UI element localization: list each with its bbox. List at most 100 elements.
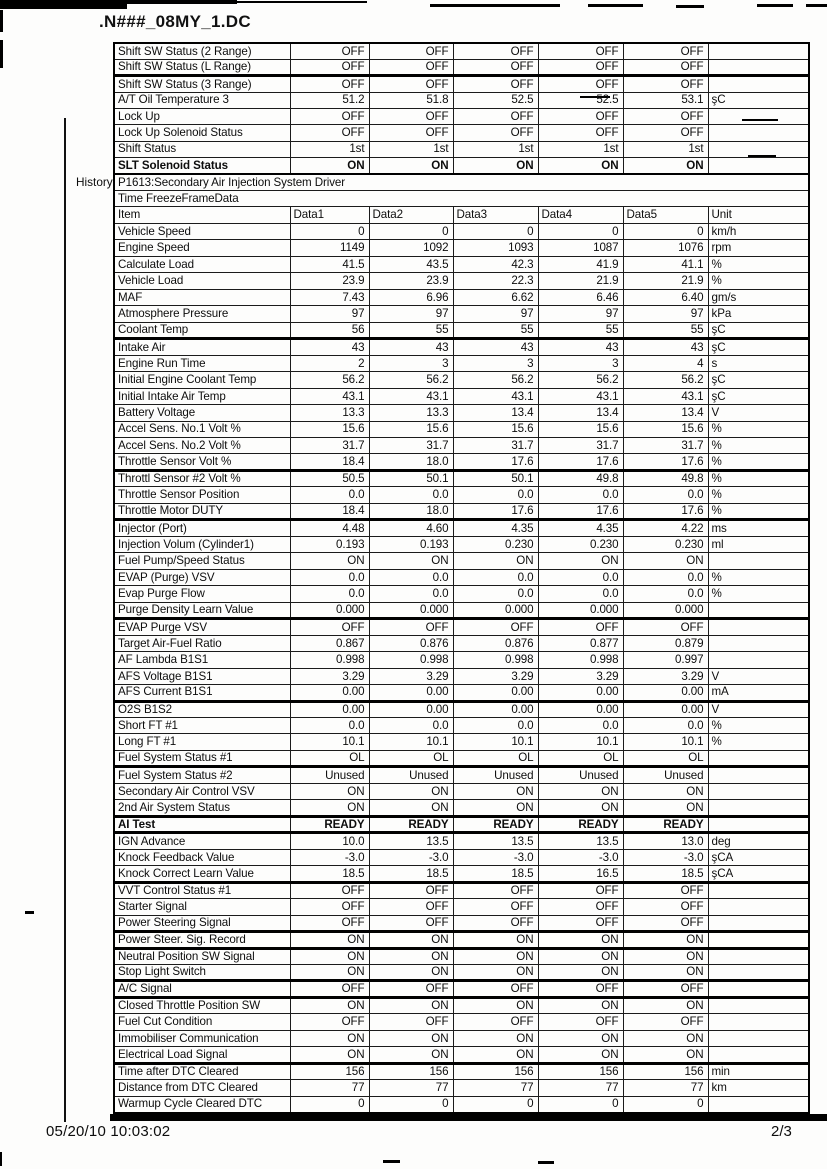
item-label: A/T Oil Temperature 3 [113, 91, 291, 109]
table-row: Atmosphere Pressure 97 97 97 97 97 kPa [113, 305, 810, 323]
data-value-cell: ON [289, 946, 370, 966]
history-section-label: History [76, 175, 113, 189]
data-value-cell: ON [537, 156, 624, 175]
item-label: Fuel System Status #1 [113, 749, 291, 768]
data-value-cell: 0.0 [622, 486, 709, 504]
data-value-cell: 0.0 [537, 716, 624, 735]
data-value-cell: -3.0 [289, 848, 370, 867]
data-value-cell: 0 [368, 222, 454, 241]
unit-cell [707, 1095, 810, 1114]
unit-cell [707, 979, 810, 998]
data-value-cell: 156 [537, 1061, 624, 1081]
unit-cell [707, 963, 810, 982]
data-value-cell: 0.193 [368, 535, 454, 554]
data-value-cell: OFF [622, 617, 709, 636]
item-label: O2S B1S2 [113, 699, 291, 718]
data-value-cell: ON [622, 946, 709, 966]
data-value-cell: 77 [622, 1079, 709, 1097]
data-value-cell: OFF [368, 58, 454, 77]
item-label: Immobiliser Communication [113, 1029, 291, 1048]
data-value-cell: 13.5 [452, 831, 539, 850]
data-value-cell: OFF [289, 898, 370, 916]
data-value-cell: ON [289, 930, 370, 949]
column-header: Data4 [537, 206, 624, 224]
unit-cell: km/h [707, 222, 810, 241]
item-label: Knock Feedback Value [113, 848, 291, 867]
data-value-cell: OFF [452, 58, 539, 77]
data-value-cell: 0.000 [368, 601, 454, 620]
data-value-cell: READY [368, 814, 454, 834]
data-value-cell: 4 [622, 354, 709, 373]
data-value-cell: ON [368, 782, 454, 801]
data-value-cell: 43 [452, 337, 539, 356]
data-value-cell: ON [368, 963, 454, 982]
data-value-cell: ON [622, 930, 709, 949]
data-value-cell: 21.9 [537, 272, 624, 290]
data-value-cell: 15.6 [452, 420, 539, 439]
data-value-cell: 0.0 [452, 486, 539, 504]
data-value-cell: OL [368, 749, 454, 768]
column-header: Item [113, 206, 291, 224]
data-value-cell: 0 [622, 222, 709, 241]
unit-cell: ms [707, 518, 810, 537]
data-value-cell: 1st [622, 140, 709, 158]
item-label: Shift Status [113, 140, 291, 158]
data-value-cell: 18.4 [289, 453, 370, 471]
data-value-cell: 1st [368, 140, 454, 158]
unit-cell [707, 156, 810, 175]
table-row: Fuel System Status #1 OL OL OL OL OL [113, 749, 810, 768]
data-value-cell: ON [368, 552, 454, 570]
unit-cell [707, 880, 810, 900]
item-label: Accel Sens. No.1 Volt % [113, 420, 291, 439]
item-label: Accel Sens. No.2 Volt % [113, 436, 291, 455]
data-value-cell: ON [622, 799, 709, 817]
item-label: Throttle Sensor Volt % [113, 453, 291, 471]
data-value-cell: 13.5 [537, 831, 624, 850]
data-value-cell: 43 [289, 337, 370, 356]
data-value-cell: OFF [368, 124, 454, 142]
data-value-cell: OFF [368, 880, 454, 900]
scan-artifact [757, 4, 793, 7]
data-value-cell: 0.000 [537, 601, 624, 620]
data-value-cell: OFF [537, 42, 624, 60]
dtc-description-row: P1613:Secondary Air Injection System Dri… [113, 173, 810, 191]
data-value-cell: OFF [289, 74, 370, 93]
data-value-cell: 56.2 [452, 371, 539, 389]
data-value-cell: 55 [537, 321, 624, 340]
table-row: EVAP Purge VSV OFF OFF OFF OFF OFF [113, 617, 810, 636]
data-value-cell: OFF [622, 124, 709, 142]
data-value-cell: 43 [368, 337, 454, 356]
data-value-cell: 0.998 [289, 651, 370, 669]
data-value-cell: 97 [289, 305, 370, 323]
data-value-cell: ON [452, 782, 539, 801]
data-value-cell: 1093 [452, 239, 539, 257]
data-value-cell: 0.0 [289, 486, 370, 504]
data-value-cell: 1st [537, 140, 624, 158]
data-value-cell: ON [452, 799, 539, 817]
data-value-cell: 13.4 [452, 404, 539, 422]
data-value-cell: OFF [537, 58, 624, 77]
data-value-cell: 0.0 [452, 568, 539, 587]
table-row: Initial Engine Coolant Temp 56.2 56.2 56.2 5… [113, 371, 810, 389]
table-row: Vehicle Load 23.9 23.9 22.3 21.9 21.9% [113, 272, 810, 290]
data-value-cell: 6.40 [622, 288, 709, 307]
scan-artifact [235, 1, 367, 3]
table-row: Neutral Position SW Signal ON ON ON ON ON [113, 946, 810, 966]
data-value-cell: 15.6 [537, 420, 624, 439]
data-value-cell: ON [289, 156, 370, 175]
item-label: Closed Throttle Position SW [113, 995, 291, 1015]
unit-cell [707, 552, 810, 570]
data-value-cell: READY [537, 814, 624, 834]
table-row: Throttle Sensor Position 0.0 0.0 0.0 0.0 0.0% [113, 486, 810, 504]
data-value-cell: 23.9 [289, 272, 370, 290]
table-row: Shift SW Status (3 Range) OFF OFF OFF OFF OFF [113, 74, 810, 93]
item-label: Injector (Port) [113, 518, 291, 537]
table-row: Accel Sens. No.1 Volt % 15.6 15.6 15.6 15.6 1… [113, 420, 810, 439]
data-value-cell: 3.29 [622, 667, 709, 686]
data-value-cell: 10.1 [537, 733, 624, 751]
item-label: Vehicle Speed [113, 222, 291, 241]
data-value-cell: 0.0 [452, 585, 539, 603]
data-value-cell: 0.00 [452, 684, 539, 702]
data-value-cell: 77 [289, 1079, 370, 1097]
data-value-cell: OFF [452, 42, 539, 60]
